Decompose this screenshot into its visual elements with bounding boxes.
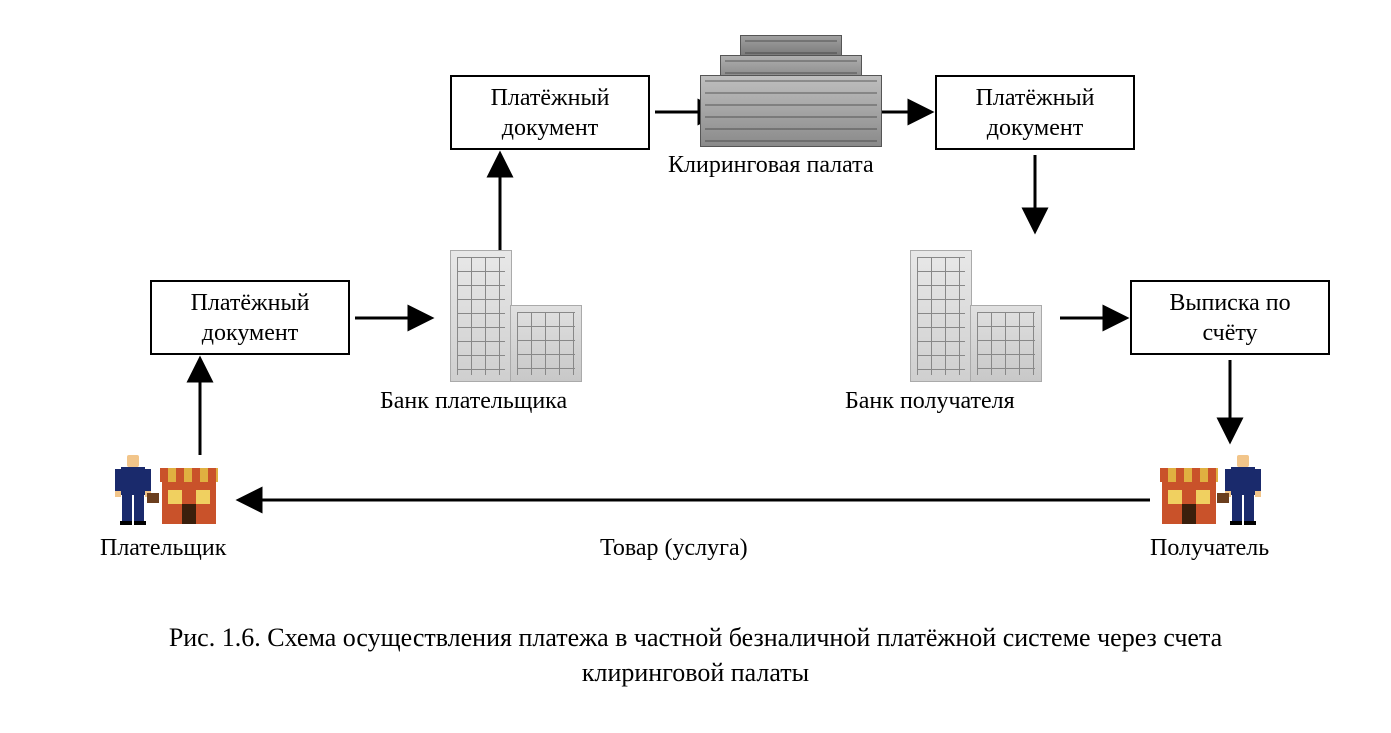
label-payee: Получатель xyxy=(1150,535,1269,562)
box-text: Платёжный xyxy=(976,85,1095,111)
person-icon xyxy=(115,455,151,525)
label-bank-payer: Банк плательщика xyxy=(380,388,567,415)
box-text: документ xyxy=(502,115,598,141)
box-text: Платёжный xyxy=(191,290,310,316)
box-account-statement: Выписка по счёту xyxy=(1130,280,1330,355)
box-payment-doc-3: Платёжный документ xyxy=(935,75,1135,150)
clearing-house-icon xyxy=(700,35,880,145)
shop-icon xyxy=(1160,468,1218,524)
box-payment-doc-1: Платёжный документ xyxy=(150,280,350,355)
bank-building-icon xyxy=(430,250,580,380)
bank-building-icon xyxy=(890,250,1040,380)
person-icon xyxy=(1225,455,1261,525)
label-payer: Плательщик xyxy=(100,535,226,562)
box-text: Платёжный xyxy=(491,85,610,111)
label-bank-payee: Банк получателя xyxy=(845,388,1015,415)
box-text: документ xyxy=(202,320,298,346)
label-clearing-house: Клиринговая палата xyxy=(668,152,874,179)
label-goods-service: Товар (услуга) xyxy=(600,535,748,562)
box-text: счёту xyxy=(1202,320,1257,346)
figure-caption: Рис. 1.6. Схема осуществления платежа в … xyxy=(0,620,1391,690)
box-text: Выписка по xyxy=(1169,290,1290,316)
shop-icon xyxy=(160,468,218,524)
box-payment-doc-2: Платёжный документ xyxy=(450,75,650,150)
box-text: документ xyxy=(987,115,1083,141)
diagram-canvas: Платёжный документ Платёжный документ Пл… xyxy=(0,0,1391,733)
caption-text: Рис. 1.6. Схема осуществления платежа в … xyxy=(146,620,1246,690)
